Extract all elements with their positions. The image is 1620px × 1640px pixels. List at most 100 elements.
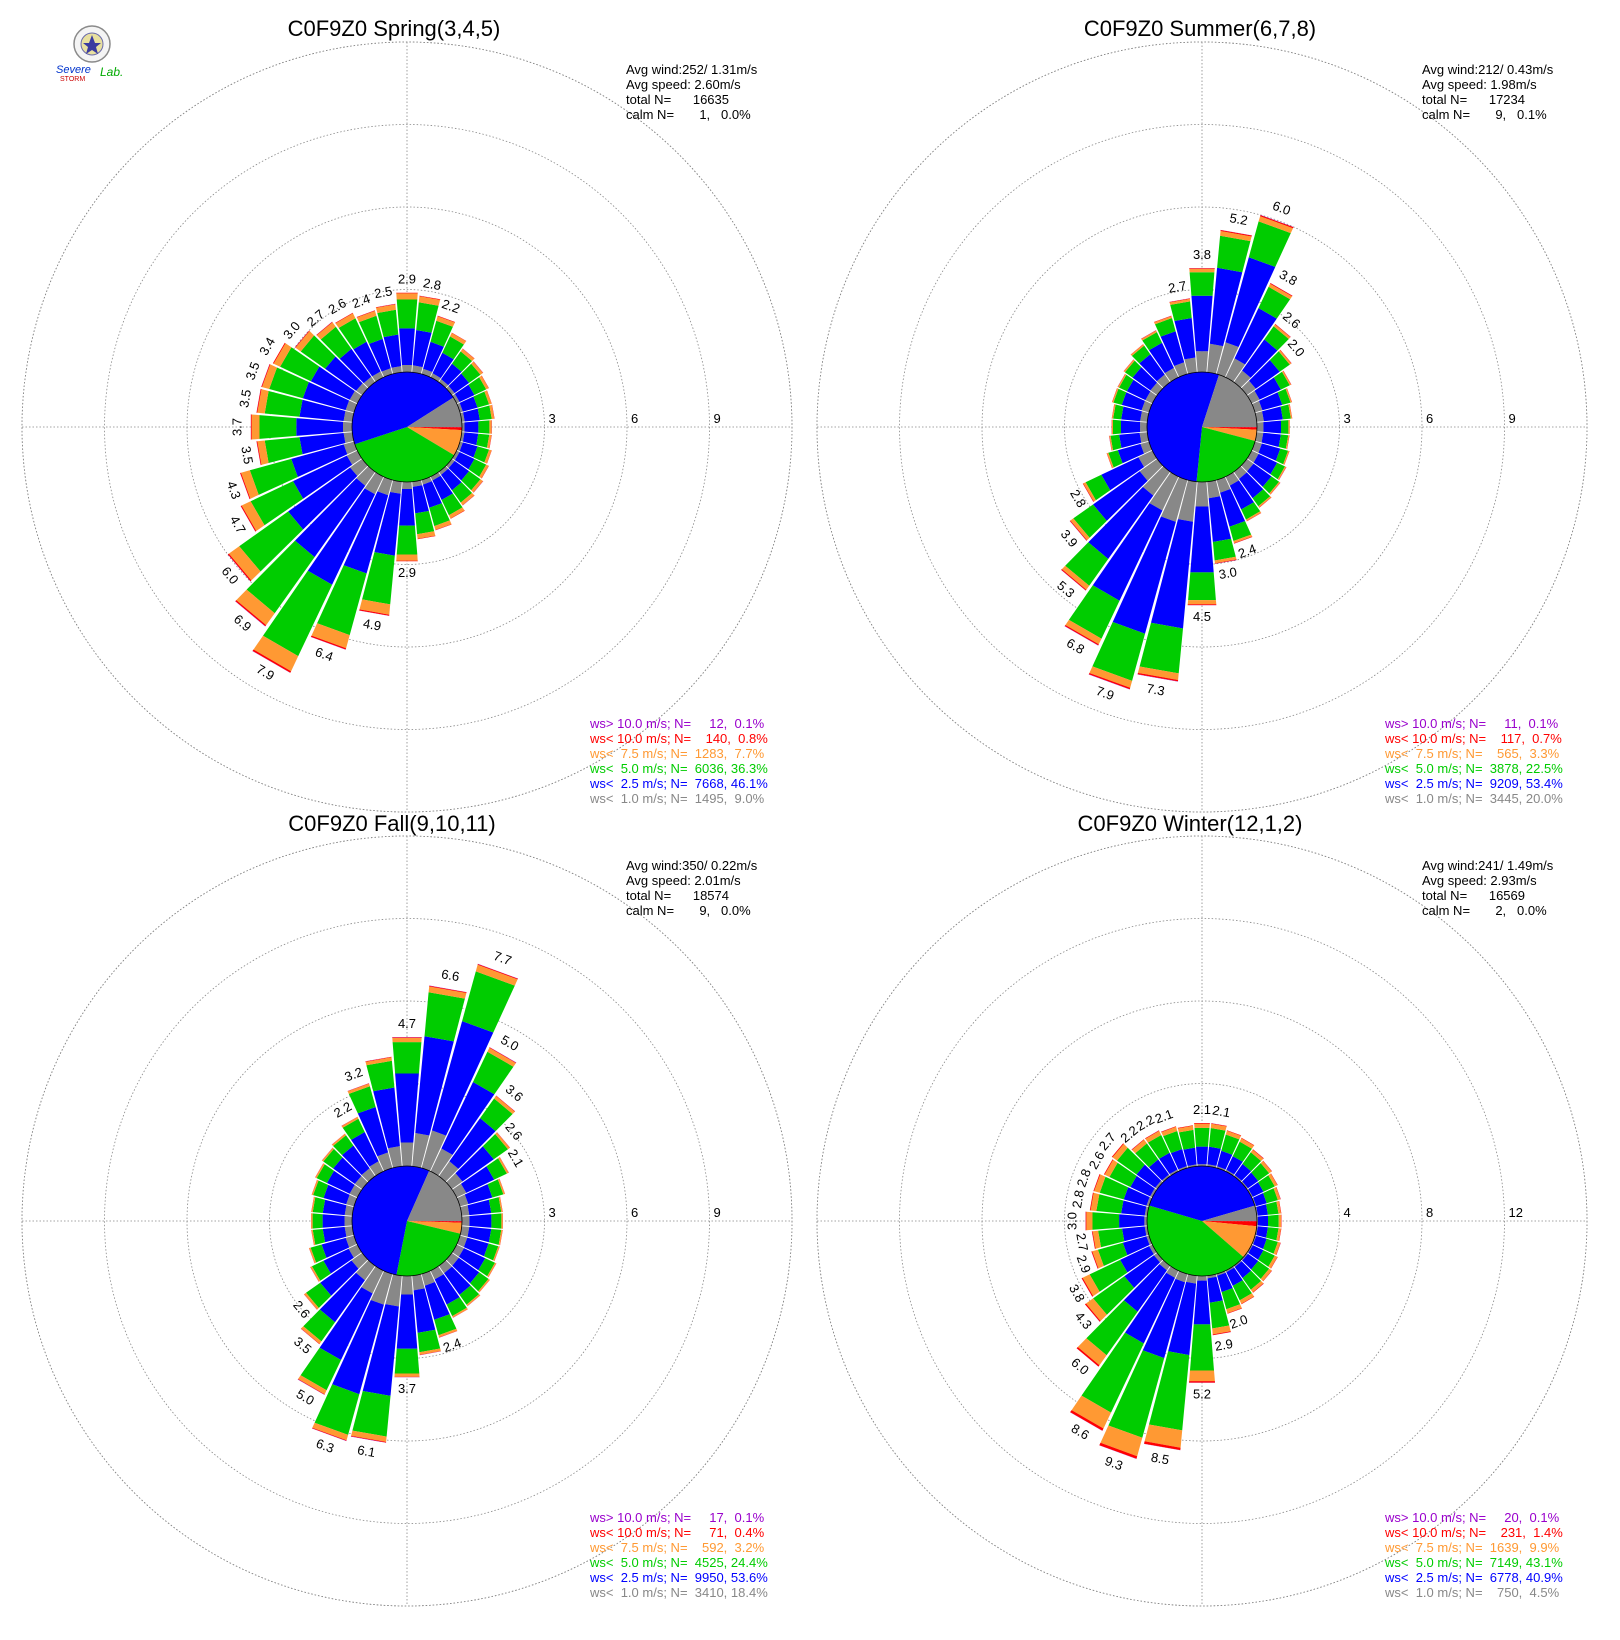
bar-segment — [1142, 1278, 1186, 1359]
bar-segment — [294, 330, 310, 348]
bar-segment — [1207, 343, 1224, 374]
bar-segment — [1089, 1259, 1128, 1292]
stats-line: total N= 16569 — [1422, 888, 1525, 903]
bar-segment — [1276, 1242, 1281, 1256]
direction-bar-260 — [256, 432, 354, 466]
bar-segment — [446, 458, 455, 469]
bar-segment — [1101, 457, 1145, 491]
bar-segment — [1103, 1159, 1114, 1175]
bar-segment — [1084, 1304, 1100, 1322]
direction-bar-240 — [310, 1244, 362, 1282]
direction-bar-220 — [1061, 466, 1171, 591]
direction-bar-190 — [1143, 1274, 1197, 1451]
stats-line: Avg wind:350/ 0.22m/s — [626, 858, 758, 873]
bar-segment — [311, 1196, 315, 1212]
bar-segment — [1248, 221, 1291, 267]
bar-value-label: 7.3 — [1145, 681, 1165, 699]
bar-segment — [419, 295, 441, 300]
bar-segment — [1255, 411, 1264, 422]
bar-segment — [1229, 480, 1254, 510]
bar-segment — [1082, 1274, 1100, 1297]
bar-segment — [1225, 1266, 1235, 1273]
bar-segment — [1099, 1176, 1129, 1200]
bar-segment — [460, 1226, 470, 1237]
direction-bar-10 — [412, 985, 467, 1168]
bar-segment — [1234, 537, 1253, 544]
bar-value-label: 6.1 — [356, 1442, 376, 1460]
bar-segment — [1209, 1300, 1230, 1329]
bar-segment — [307, 488, 375, 585]
bar-segment — [300, 1347, 341, 1391]
bar-segment — [417, 535, 436, 540]
bar-segment — [1154, 316, 1172, 325]
bar-segment — [1256, 422, 1264, 432]
direction-bar-100 — [460, 1226, 503, 1246]
bar-segment — [1117, 373, 1126, 387]
bar-segment — [288, 467, 358, 530]
bar-segment — [1093, 1174, 1101, 1192]
bar-segment — [310, 1267, 319, 1282]
bar-segment — [323, 1248, 354, 1274]
bar-segment — [1241, 380, 1256, 396]
bar-segment — [365, 1056, 392, 1062]
bar-segment — [1232, 1280, 1252, 1301]
bar-segment — [488, 1263, 497, 1278]
direction-bar-210 — [1064, 472, 1179, 646]
bar-value-label: 2.1 — [1211, 1102, 1231, 1120]
direction-bar-0 — [392, 1037, 422, 1167]
bar-segment — [1069, 520, 1088, 541]
bar-segment — [1123, 1264, 1167, 1312]
bar-value-label: 3.5 — [236, 388, 254, 408]
bar-segment — [1097, 1242, 1128, 1266]
bar-segment — [487, 1262, 497, 1278]
direction-bar-340 — [347, 1083, 393, 1171]
direction-bar-130 — [1241, 1252, 1273, 1282]
bar-segment — [412, 1133, 430, 1168]
bar-segment — [246, 540, 315, 614]
ring-tick-label: 3 — [549, 411, 556, 426]
bar-segment — [1268, 1214, 1279, 1228]
pie-slice — [1196, 427, 1256, 482]
bar-segment — [1111, 404, 1115, 419]
bar-value-label: 6.0 — [1068, 1355, 1091, 1378]
bar-segment — [345, 400, 357, 413]
bar-segment — [460, 493, 475, 506]
bar-segment — [1260, 1268, 1272, 1281]
bar-segment — [499, 1196, 503, 1212]
bar-segment — [1169, 298, 1190, 302]
bar-segment — [478, 1278, 490, 1293]
pie-outline — [1146, 1165, 1258, 1277]
bar-segment — [452, 1257, 480, 1284]
bar-segment — [441, 468, 462, 491]
bar-segment — [402, 481, 412, 489]
bar-segment — [424, 1282, 450, 1320]
bar-segment — [461, 1166, 495, 1193]
bar-segment — [1276, 1228, 1281, 1241]
direction-bar-310 — [321, 1147, 368, 1190]
bar-segment — [352, 1391, 391, 1437]
bar-segment — [1258, 443, 1281, 461]
bar-segment — [343, 491, 389, 574]
legend-entry: ws< 2.5 m/s; N= 9209, 53.4% — [1384, 776, 1563, 791]
bar-segment — [468, 459, 487, 477]
direction-bar-270 — [311, 1213, 353, 1229]
direction-bar-250 — [308, 1235, 357, 1264]
bar-segment — [304, 1292, 319, 1310]
stats-line: calm N= 9, 0.1% — [1422, 107, 1547, 122]
direction-bar-40 — [1233, 1149, 1264, 1182]
bar-segment — [473, 391, 490, 408]
ring-tick-label: 3 — [549, 1205, 556, 1220]
bar-segment — [261, 364, 271, 388]
bar-value-label: 2.9 — [1074, 1253, 1094, 1275]
bar-segment — [1142, 332, 1162, 351]
bar-segment — [280, 347, 320, 382]
bar-segment — [1092, 503, 1163, 601]
bar-segment — [325, 356, 363, 391]
bar-segment — [489, 435, 492, 449]
bar-segment — [462, 348, 475, 359]
bar-segment — [1148, 1159, 1169, 1181]
bar-segment — [311, 1179, 319, 1196]
bar-segment — [1284, 451, 1290, 465]
bar-value-label: 4.7 — [398, 1016, 416, 1031]
bar-value-label: 2.2 — [331, 1099, 354, 1121]
